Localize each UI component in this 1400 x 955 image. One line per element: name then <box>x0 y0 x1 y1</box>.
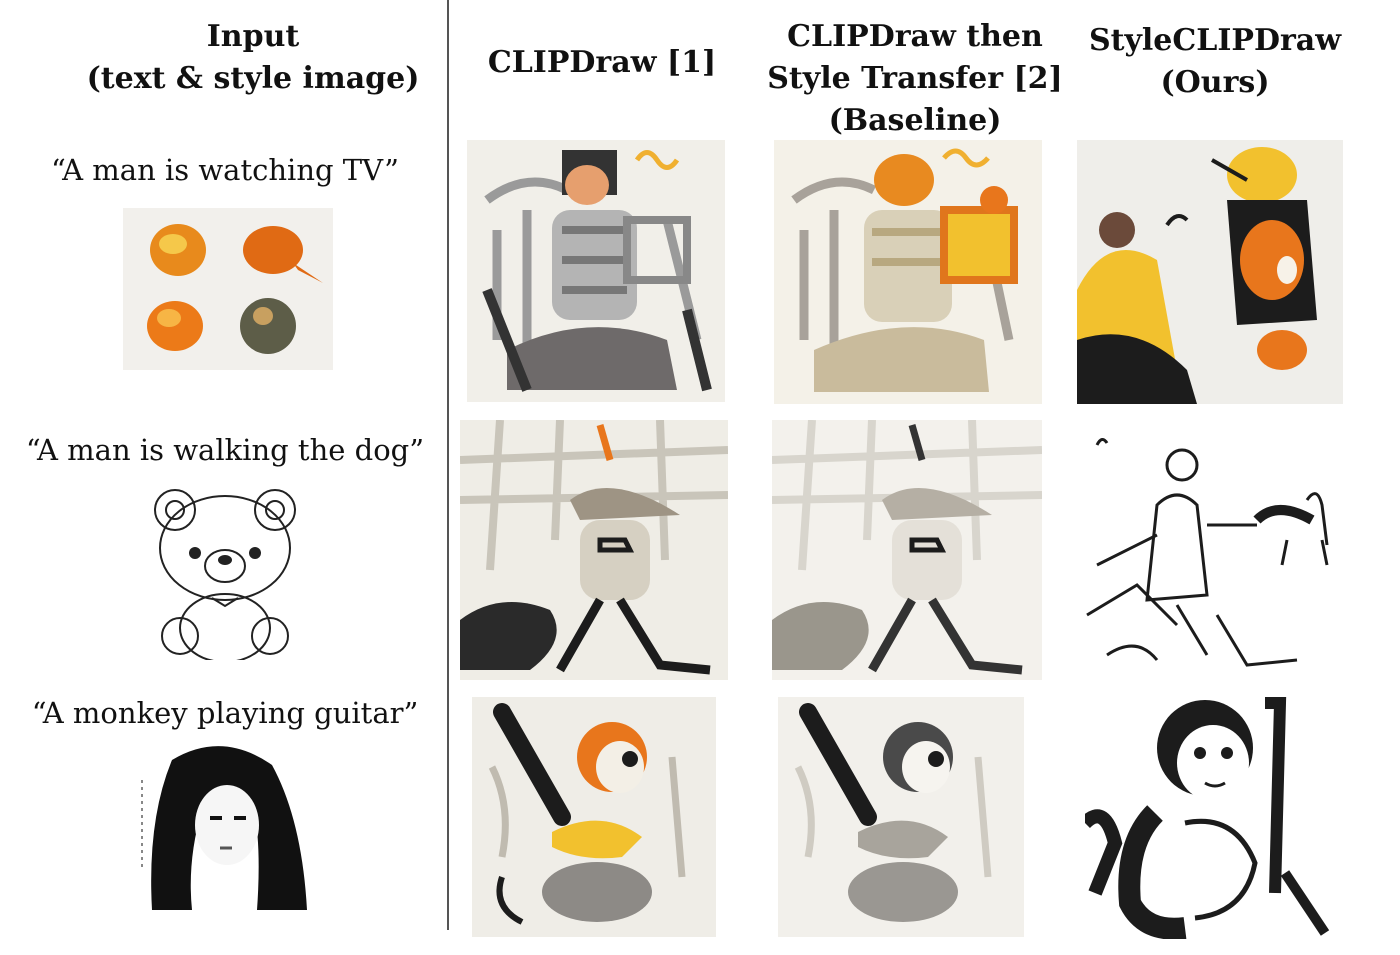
prompt-row-1: “A man is watching TV” <box>51 153 399 187</box>
ours-result-monkey <box>1085 693 1335 939</box>
baseline-result-dog <box>772 420 1042 680</box>
baseline-result-monkey <box>778 697 1024 937</box>
baseline-result-tv <box>774 140 1042 404</box>
header-baseline: CLIPDraw then Style Transfer [2] (Baseli… <box>767 19 1063 138</box>
prompt-row-3: “A monkey playing guitar” <box>31 696 419 730</box>
style-image-portrait <box>132 740 314 910</box>
header-clipdraw: CLIPDraw [1] <box>487 45 717 80</box>
header-ours: StyleCLIPDraw (Ours) <box>1088 23 1342 100</box>
clipdraw-result-monkey <box>472 697 716 937</box>
header-input: Input (text & style image) <box>86 19 420 96</box>
clipdraw-result-dog <box>460 420 728 680</box>
style-image-fruits <box>123 208 333 370</box>
clipdraw-result-tv <box>467 140 725 402</box>
style-image-teddy-bear <box>140 478 310 660</box>
column-divider <box>447 0 449 930</box>
ours-result-dog <box>1077 425 1343 683</box>
ours-result-tv <box>1077 140 1343 404</box>
prompt-row-2: “A man is walking the dog” <box>25 433 425 467</box>
